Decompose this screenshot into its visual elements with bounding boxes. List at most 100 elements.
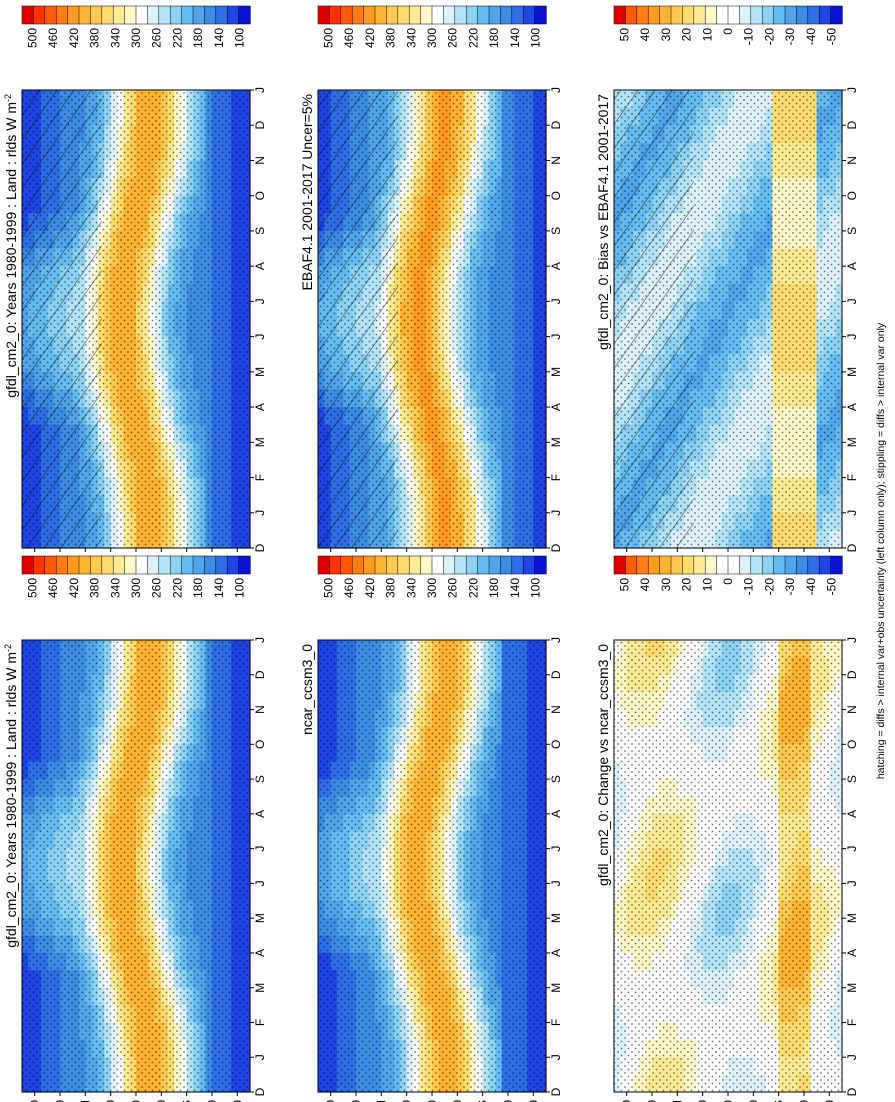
colorbar-swatch xyxy=(147,5,160,25)
x-tick-label: N xyxy=(253,156,267,165)
colorbar-swatch xyxy=(238,555,251,575)
y-tick-label: 0 xyxy=(425,1100,439,1102)
colorbar-tick-label: 260 xyxy=(150,28,164,48)
panel-title: EBAF4.1 2001-2017 Uncer=5% xyxy=(299,94,315,291)
y-tick-label: 20 xyxy=(154,1100,168,1102)
x-tick-label: J xyxy=(253,334,267,340)
colorbar-swatch xyxy=(135,555,149,575)
x-tick-label: J xyxy=(253,1054,267,1060)
x-tick-label: S xyxy=(253,775,267,783)
colorbar-tick-label: 180 xyxy=(191,578,205,598)
colorbar-swatch xyxy=(374,5,388,25)
colorbar-swatch xyxy=(534,555,547,575)
x-tick-label: J xyxy=(253,87,267,93)
colorbar-swatch xyxy=(192,5,206,25)
y-tick-label: °N xyxy=(374,1100,388,1102)
colorbar-tick-label: 500 xyxy=(321,578,335,598)
colorbar-swatch xyxy=(44,5,57,25)
x-tick-label: A xyxy=(253,949,267,957)
colorbar-tick-label: 100 xyxy=(529,578,543,598)
x-tick-label: J xyxy=(253,637,267,643)
x-tick-label: J xyxy=(253,510,267,516)
x-tick-label: A xyxy=(549,810,563,818)
colorbar-swatch xyxy=(181,555,194,575)
x-tick-label: J xyxy=(549,1054,563,1060)
colorbar-swatch xyxy=(238,5,251,25)
colorbar-swatch xyxy=(226,5,240,25)
colorbar-swatch xyxy=(420,555,433,575)
colorbar-tick-label: 380 xyxy=(384,28,398,48)
colorbar-swatch xyxy=(340,5,353,25)
colorbar-tick-label: 300 xyxy=(129,28,143,48)
colorbar-tick-label: 420 xyxy=(67,578,81,598)
colorbar-tick-label: 100 xyxy=(529,28,543,48)
x-tick-label: F xyxy=(253,1019,267,1026)
panel-bottom-left: DJFMAMJJASONDJ8060°N20020°S6080gfdl_cm2_… xyxy=(595,5,859,569)
x-tick-label: A xyxy=(253,262,267,270)
hatching-overlay xyxy=(318,90,398,548)
colorbar-swatch xyxy=(101,555,114,575)
y-tick-label: 80 xyxy=(526,1100,540,1102)
stippling-overlay xyxy=(318,640,546,1092)
colorbar-swatch xyxy=(477,555,490,575)
colorbar-swatch xyxy=(44,555,57,575)
colorbar-tick-label: 380 xyxy=(88,578,102,598)
colorbar-swatch xyxy=(158,555,171,575)
colorbar-tick-label: 420 xyxy=(67,28,81,48)
x-tick-label: O xyxy=(253,740,267,749)
x-tick-label: D xyxy=(549,1087,563,1096)
y-tick-label: 80 xyxy=(230,1100,244,1102)
panel-title-text: gfdl_cm2_0: Years 1980-1999 : Land : rld… xyxy=(3,652,19,948)
colorbar-swatch xyxy=(158,5,171,25)
colorbar-swatch xyxy=(351,5,365,25)
colorbar-tick-label: 420 xyxy=(363,28,377,48)
colorbar-tick-label: 260 xyxy=(150,578,164,598)
colorbar-swatch xyxy=(215,555,228,575)
colorbar-swatch xyxy=(169,555,183,575)
x-tick-label: N xyxy=(549,156,563,165)
colorbar-tick-label: 500 xyxy=(25,28,39,48)
colorbar-tick-label: 100 xyxy=(233,578,247,598)
colorbar-tick-label: 100 xyxy=(233,28,247,48)
y-tick-label: °S xyxy=(180,1100,194,1102)
colorbar-swatch xyxy=(454,555,467,575)
stippling-overlay xyxy=(22,640,250,1092)
x-tick-label: J xyxy=(549,87,563,93)
x-tick-label: O xyxy=(549,191,563,200)
colorbar-swatch xyxy=(443,5,456,25)
panel-middle-right: DJFMAMJJASONDJ8060°N20020°S6080ncar_ccsm… xyxy=(299,555,563,1102)
colorbar-swatch xyxy=(397,555,410,575)
colorbar-swatch xyxy=(204,555,217,575)
panel-top-right: DJFMAMJJASONDJ8060°N20020°S6080gfdl_cm2_… xyxy=(3,555,267,1102)
colorbar-swatch xyxy=(55,555,69,575)
colorbar-tick-label: 460 xyxy=(46,28,60,48)
x-tick-label: D xyxy=(253,121,267,130)
x-tick-label: D xyxy=(253,543,267,552)
x-tick-label: J xyxy=(549,846,563,852)
y-tick-label: °N xyxy=(78,1100,92,1102)
colorbar-tick-label: 180 xyxy=(487,28,501,48)
x-tick-label: D xyxy=(549,543,563,552)
colorbar-tick-label: 220 xyxy=(170,28,184,48)
colorbar-swatch xyxy=(135,5,149,25)
x-tick-label: J xyxy=(549,510,563,516)
colorbar-tick-label: 500 xyxy=(321,28,335,48)
x-tick-label: M xyxy=(253,983,267,993)
x-tick-label: M xyxy=(549,367,563,377)
colorbar-tick-label: 340 xyxy=(108,578,122,598)
colorbar-swatch xyxy=(33,5,46,25)
x-tick-label: M xyxy=(253,913,267,923)
colorbar-swatch xyxy=(465,5,479,25)
colorbar-tick-label: 220 xyxy=(170,578,184,598)
colorbar-tick-label: 260 xyxy=(446,578,460,598)
colorbar-swatch xyxy=(112,5,126,25)
colorbar-tick-label: 460 xyxy=(342,578,356,598)
panel-title: ncar_ccsm3_0 xyxy=(299,644,315,735)
panel-title-superscript: -2 xyxy=(3,644,13,652)
x-tick-label: F xyxy=(549,1019,563,1026)
colorbar-tick-label: 460 xyxy=(342,28,356,48)
colorbar-swatch xyxy=(511,5,524,25)
colorbar-swatch xyxy=(317,555,331,575)
colorbar-tick-label: 180 xyxy=(487,578,501,598)
